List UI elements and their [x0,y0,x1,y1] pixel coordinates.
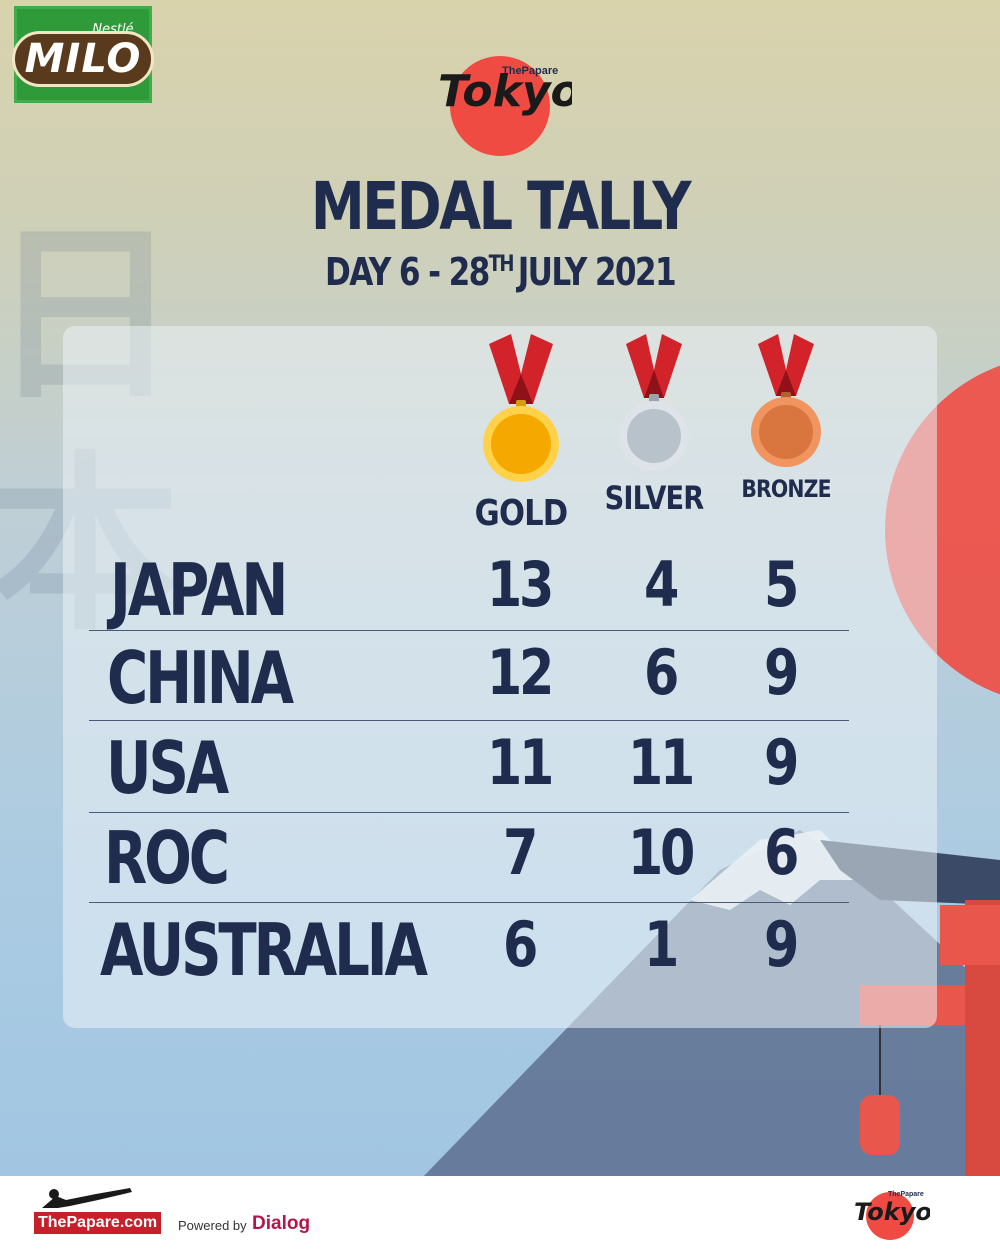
row-divider [89,720,849,721]
bronze-count: 9 [763,636,799,709]
page-subtitle: DAY 6 - 28TH JULY 2021 [90,250,910,294]
milo-logo: Nestlé MILO [11,6,155,103]
row-divider [89,630,849,631]
gold-column-header: GOLD [461,334,581,534]
torii-top-beam [940,905,1000,965]
row-divider [89,812,849,813]
silver-count: 11 [627,726,695,799]
footer-tokyo-logo: ThePapare Tokyo [854,1191,930,1240]
table-row: CHINA 12 6 9 [0,636,1000,724]
cricket-player-icon [42,1188,132,1208]
bronze-medal-icon [751,334,821,467]
footer-logo-big: Tokyo [854,1198,930,1226]
country-name: JAPAN [110,548,288,632]
silver-count: 1 [643,908,679,981]
row-divider [89,902,849,903]
silver-count: 6 [643,636,679,709]
gold-count: 6 [502,908,538,981]
gold-count: 12 [486,636,554,709]
bronze-count: 9 [763,726,799,799]
silver-column-header: SILVER [594,334,714,517]
table-row: ROC 7 10 6 [0,816,1000,904]
gold-medal-icon [483,334,559,482]
powered-by-label: Powered by [178,1218,247,1233]
subtitle-date: JULY 2021 [517,250,677,294]
gold-label: GOLD [474,493,568,534]
footer-logo-small: ThePapare [888,1191,924,1198]
bronze-count: 6 [763,816,799,889]
country-name: ROC [104,816,230,900]
silver-count: 10 [627,816,695,889]
silver-medal-icon [619,334,689,471]
table-row: JAPAN 13 4 5 [0,548,1000,636]
page-title: MEDAL TALLY [310,168,692,245]
country-name: CHINA [107,636,294,720]
table-row: AUSTRALIA 6 1 9 [0,908,1000,996]
thepapare-site-logo: ThePapare.com [34,1212,162,1234]
footer-bar [0,1176,1000,1250]
country-name: AUSTRALIA [100,908,428,992]
gold-count: 11 [486,726,554,799]
bronze-count: 9 [763,908,799,981]
logo-big-text: Tokyo [438,66,572,117]
silver-label: SILVER [604,479,705,517]
paper-lantern [860,1095,900,1155]
bronze-label: BRONZE [741,475,831,503]
gold-count: 13 [486,548,554,621]
subtitle-ordinal: TH [488,252,515,277]
thepapare-tokyo-logo: ThePapare Tokyo [438,56,572,156]
silver-count: 4 [643,548,679,621]
dialog-logo: Dialog [252,1213,311,1234]
table-row: USA 11 11 9 [0,726,1000,814]
subtitle-day: DAY 6 - 28 [324,250,490,294]
milo-wordmark: MILO [11,31,155,87]
logo-small-text: ThePapare [502,65,558,77]
bronze-column-header: BRONZE [726,334,846,503]
gold-count: 7 [502,816,538,889]
bronze-count: 5 [763,548,799,621]
country-name: USA [106,726,229,810]
